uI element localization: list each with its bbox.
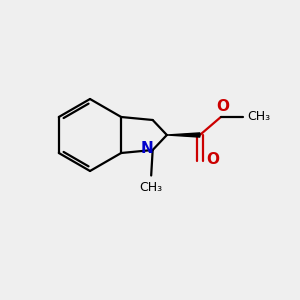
Polygon shape: [167, 133, 200, 137]
Text: CH₃: CH₃: [247, 110, 270, 124]
Text: CH₃: CH₃: [140, 181, 163, 194]
Text: O: O: [206, 152, 220, 166]
Text: O: O: [216, 99, 229, 114]
Text: N: N: [141, 141, 154, 156]
